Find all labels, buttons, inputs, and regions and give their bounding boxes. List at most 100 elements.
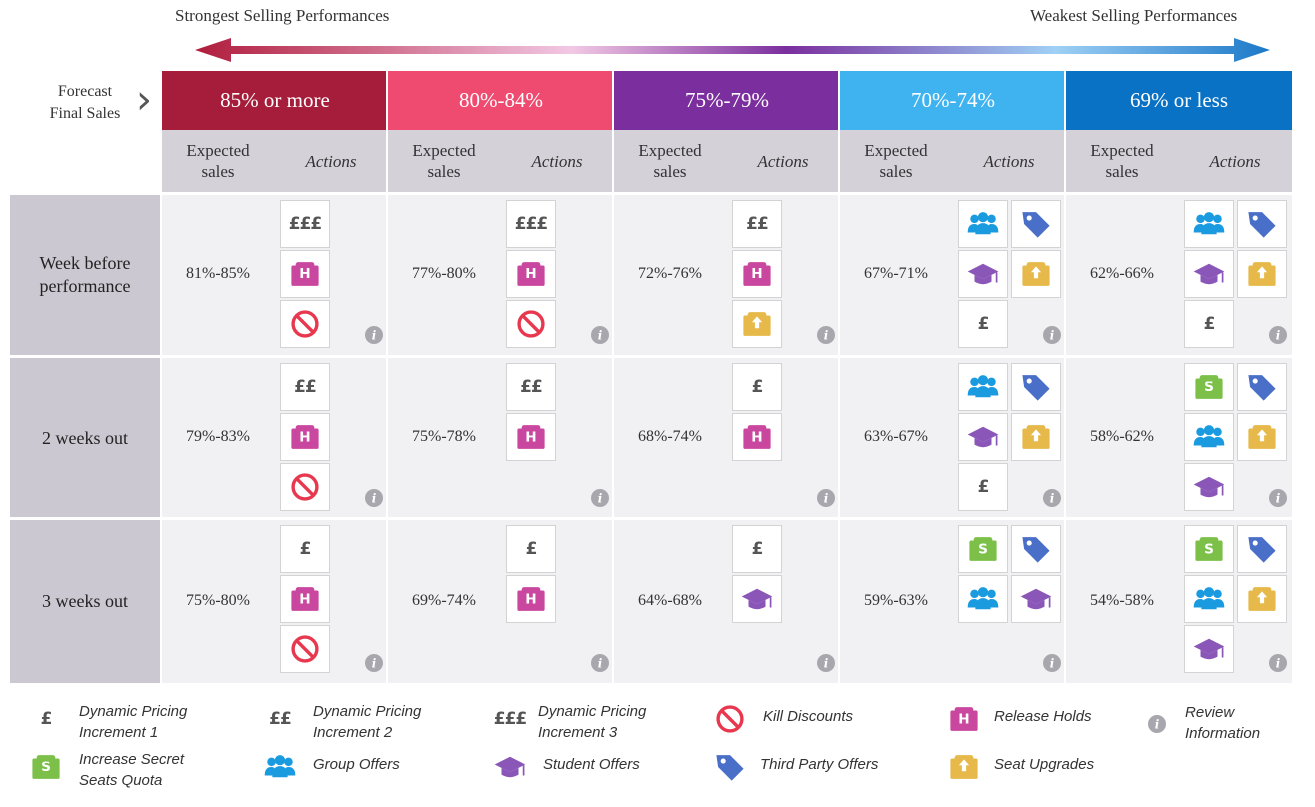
legend-label: Dynamic Pricing Increment 2 xyxy=(313,703,422,741)
column-divider xyxy=(612,71,614,683)
student-offers-icon xyxy=(958,413,1008,461)
expected-sales-value: 81%-85% xyxy=(186,265,250,282)
group-offers-icon xyxy=(1184,575,1234,623)
legend-dynamic-pricing-icon: £££ xyxy=(488,697,532,741)
group-offers-icon xyxy=(1184,413,1234,461)
band-header-4: 70%-74% xyxy=(840,71,1066,130)
info-icon[interactable]: i xyxy=(1268,488,1288,508)
dynamic-pricing-icon: £ xyxy=(506,525,556,573)
matrix-cell xyxy=(162,358,388,518)
svg-text:i: i xyxy=(1276,492,1281,506)
info-icon[interactable]: i xyxy=(1268,653,1288,673)
svg-text:i: i xyxy=(1155,718,1160,732)
forecast-final-sales-label: Forecast Final Sales xyxy=(49,83,121,122)
info-icon[interactable]: i xyxy=(590,488,610,508)
secret-seats-icon: S xyxy=(958,525,1008,573)
seat-upgrades-icon xyxy=(1011,250,1061,298)
svg-text:i: i xyxy=(598,492,603,506)
legend-label: Increase Secret Seats Quota xyxy=(79,751,185,789)
seat-upgrades-icon xyxy=(1237,413,1287,461)
student-offers-icon xyxy=(1184,463,1234,511)
release-holds-icon: H xyxy=(506,575,556,623)
info-icon[interactable]: i xyxy=(364,488,384,508)
legend-label: Group Offers xyxy=(313,756,400,773)
svg-text:i: i xyxy=(598,329,603,343)
svg-text:i: i xyxy=(598,657,603,671)
student-offers-icon xyxy=(1184,625,1234,673)
matrix-cell xyxy=(162,520,388,683)
expected-sales-value: 75%-78% xyxy=(412,428,476,445)
third-party-offers-icon xyxy=(1237,363,1287,411)
kill-discounts-icon xyxy=(506,300,556,348)
legend-info-icon: i xyxy=(1145,712,1169,736)
matrix-cell xyxy=(614,195,840,355)
svg-text:i: i xyxy=(372,492,377,506)
student-offers-icon xyxy=(1184,250,1234,298)
seat-upgrades-icon xyxy=(1237,250,1287,298)
legend-group-offers-icon xyxy=(258,745,302,789)
legend-release-holds-icon: H xyxy=(942,697,986,741)
band-header-5: 69% or less xyxy=(1066,71,1292,130)
info-icon[interactable]: i xyxy=(590,325,610,345)
release-holds-icon: H xyxy=(280,413,330,461)
info-icon[interactable]: i xyxy=(590,653,610,673)
third-party-offers-icon xyxy=(1237,525,1287,573)
info-icon[interactable]: i xyxy=(364,325,384,345)
weakest-label: Weakest Selling Performances xyxy=(1030,6,1238,25)
legend-seat-upgrades-icon xyxy=(942,745,986,789)
matrix-cell xyxy=(388,358,614,518)
info-icon[interactable]: i xyxy=(1042,653,1062,673)
legend-label: Kill Discounts xyxy=(763,708,854,725)
student-offers-icon xyxy=(1011,575,1061,623)
chevron-right-icon: › xyxy=(136,77,152,123)
legend-student-offers-icon xyxy=(488,745,532,789)
release-holds-icon: H xyxy=(280,575,330,623)
info-icon[interactable]: i xyxy=(816,653,836,673)
actions-header: Actions xyxy=(952,130,1066,192)
svg-text:H: H xyxy=(525,591,536,607)
info-icon[interactable]: i xyxy=(816,488,836,508)
legend-third-party-offers-icon xyxy=(708,745,752,789)
release-holds-icon: H xyxy=(732,413,782,461)
svg-text:i: i xyxy=(1050,329,1055,343)
svg-text:H: H xyxy=(299,591,310,607)
third-party-offers-icon xyxy=(1011,200,1061,248)
group-offers-icon xyxy=(958,200,1008,248)
info-icon[interactable]: i xyxy=(1042,325,1062,345)
expected-sales-value: 64%-68% xyxy=(638,591,702,609)
dynamic-pricing-icon: ££ xyxy=(280,363,330,411)
legend-label: Dynamic Pricing Increment 1 xyxy=(79,703,188,741)
info-icon[interactable]: i xyxy=(1268,325,1288,345)
svg-text:i: i xyxy=(372,657,377,671)
seat-upgrades-icon xyxy=(1011,413,1061,461)
info-icon[interactable]: i xyxy=(816,325,836,345)
row-header: 2 weeks out xyxy=(10,358,160,518)
group-offers-icon xyxy=(958,575,1008,623)
release-holds-icon: H xyxy=(732,250,782,298)
secret-seats-icon: S xyxy=(1184,363,1234,411)
svg-text:i: i xyxy=(1276,657,1281,671)
kill-discounts-icon xyxy=(280,463,330,511)
expected-sales-value: 79%-83% xyxy=(186,428,250,445)
row-divider xyxy=(10,355,1292,358)
actions-header: Actions xyxy=(1178,130,1292,192)
expected-sales-header: Expected sales xyxy=(1066,130,1178,192)
release-holds-icon: H xyxy=(506,413,556,461)
info-icon[interactable]: i xyxy=(1042,488,1062,508)
legend-secret-seats-icon: S xyxy=(24,745,68,789)
legend-label: Third Party Offers xyxy=(760,756,879,773)
legend-label: Release Holds xyxy=(994,708,1092,725)
matrix-cell xyxy=(614,520,840,683)
kill-discounts-icon xyxy=(280,300,330,348)
legend-label: Review Information xyxy=(1185,704,1261,742)
expected-sales-header: Expected sales xyxy=(840,130,952,192)
svg-text:i: i xyxy=(1050,657,1055,671)
info-icon[interactable]: i xyxy=(364,653,384,673)
svg-text:S: S xyxy=(1204,379,1214,395)
third-party-offers-icon xyxy=(1237,200,1287,248)
strongest-label: Strongest Selling Performances xyxy=(175,6,390,25)
expected-sales-value: 69%-74% xyxy=(412,591,476,609)
kill-discounts-icon xyxy=(280,625,330,673)
expected-sales-value: 59%-63% xyxy=(864,591,928,609)
expected-sales-value: 72%-76% xyxy=(638,265,702,282)
